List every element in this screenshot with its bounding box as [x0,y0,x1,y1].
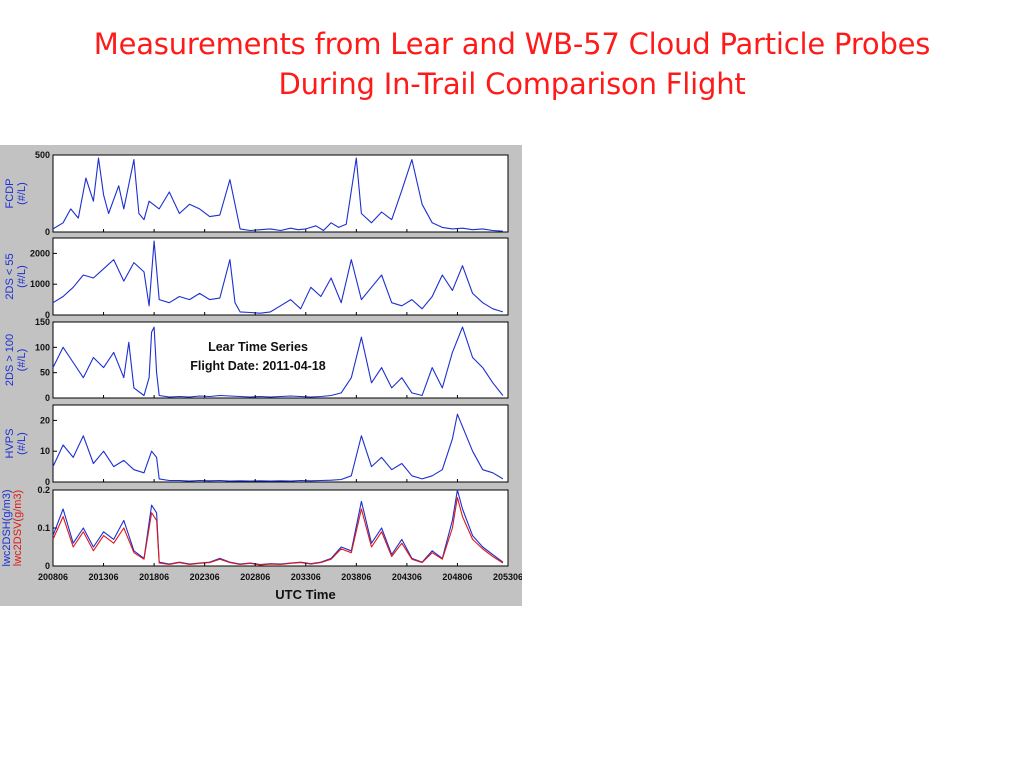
panel-3-ytick-label: 50 [40,368,50,378]
x-axis-label: UTC Time [275,587,335,602]
panel-2-plot-area [52,237,509,316]
annotation-line-2: Flight Date: 2011-04-18 [190,359,326,373]
panel-5-ylabel-line-2: lwc2DSV(g/m3) [12,490,24,566]
panel-4-ytick-label: 10 [40,446,50,456]
panel-4: 20 10 0 HVPS (#/L) [4,404,509,487]
panel-2-ytick-label: 1000 [30,279,50,289]
panel-1-ytick-label: 0 [45,227,50,237]
panel-5-plot-area [52,489,509,567]
xtick-label: 204806 [442,572,472,582]
panel-1-ytick-label: 500 [35,150,50,160]
panel-5-series-2-line [52,497,504,566]
xtick-label: 201306 [89,572,119,582]
panel-5-ylabel-line-1: lwc2DSH(g/m3) [1,489,13,566]
panel-1-ylabel-line-1: FCDP [4,179,16,209]
panel-2-series-1-line [52,240,504,314]
panel-1-ylabel-line-2: (#/L) [16,182,28,205]
panel-3-ylabel-line-2: (#/L) [16,349,28,372]
panel-1: 500 0 FCDP (#/L) [4,150,509,237]
xtick-label: 201806 [139,572,169,582]
panel-2: 2000 1000 0 2DS < 55 (#/L) [4,237,509,320]
panel-2-ytick-label: 2000 [30,248,50,258]
time-series-figure: 500 0 FCDP (#/L) 2000 1000 0 2DS < 55 (#/L) 150 10… [0,145,522,606]
xtick-label: 200806 [38,572,68,582]
panel-4-ytick-label: 0 [45,477,50,487]
panel-1-series-1-line [52,157,503,232]
panel-4-ylabel-line-2: (#/L) [16,432,28,455]
panel-3-ylabel-line-1: 2DS > 100 [4,334,16,386]
slide-title: Measurements from Lear and WB-57 Cloud P… [0,24,1024,104]
xtick-label: 203806 [341,572,371,582]
panel-3-ytick-label: 0 [45,393,50,403]
panel-4-ylabel-line-1: HVPS [4,429,16,459]
panel-4-series-1-line [52,413,504,482]
panel-5-ytick-label: 0.1 [37,523,50,533]
slide-title-line-1: Measurements from Lear and WB-57 Cloud P… [93,27,931,61]
panel-1-plot-area [52,154,509,233]
panel-5-ytick-label: 0 [45,561,50,571]
xtick-label: 205306 [493,572,522,582]
xtick-label: 202806 [240,572,270,582]
panel-3: 150 100 50 0 2DS > 100 (#/L) [4,317,509,403]
xtick-label: 202306 [190,572,220,582]
panel-3-ytick-label: 150 [35,317,50,327]
slide-title-line-2: During In-Trail Comparison Flight [278,67,746,101]
panel-3-plot-area [52,321,509,399]
panel-2-ylabel-line-2: (#/L) [16,265,28,288]
panel-2-ylabel-line-1: 2DS < 55 [4,253,16,299]
annotation-line-1: Lear Time Series [208,340,308,354]
panel-4-plot-area [52,404,509,483]
xtick-label: 204306 [392,572,422,582]
panel-5: 0.2 0.1 0 lwc2DSH(g/m3) lwc2DSV(g/m3) [1,485,509,571]
xtick-label: 203306 [291,572,321,582]
panel-4-ytick-label: 20 [40,415,50,425]
panel-5-ytick-label: 0.2 [37,485,50,495]
panel-2-ytick-label: 0 [45,310,50,320]
panel-3-ytick-label: 100 [35,342,50,352]
